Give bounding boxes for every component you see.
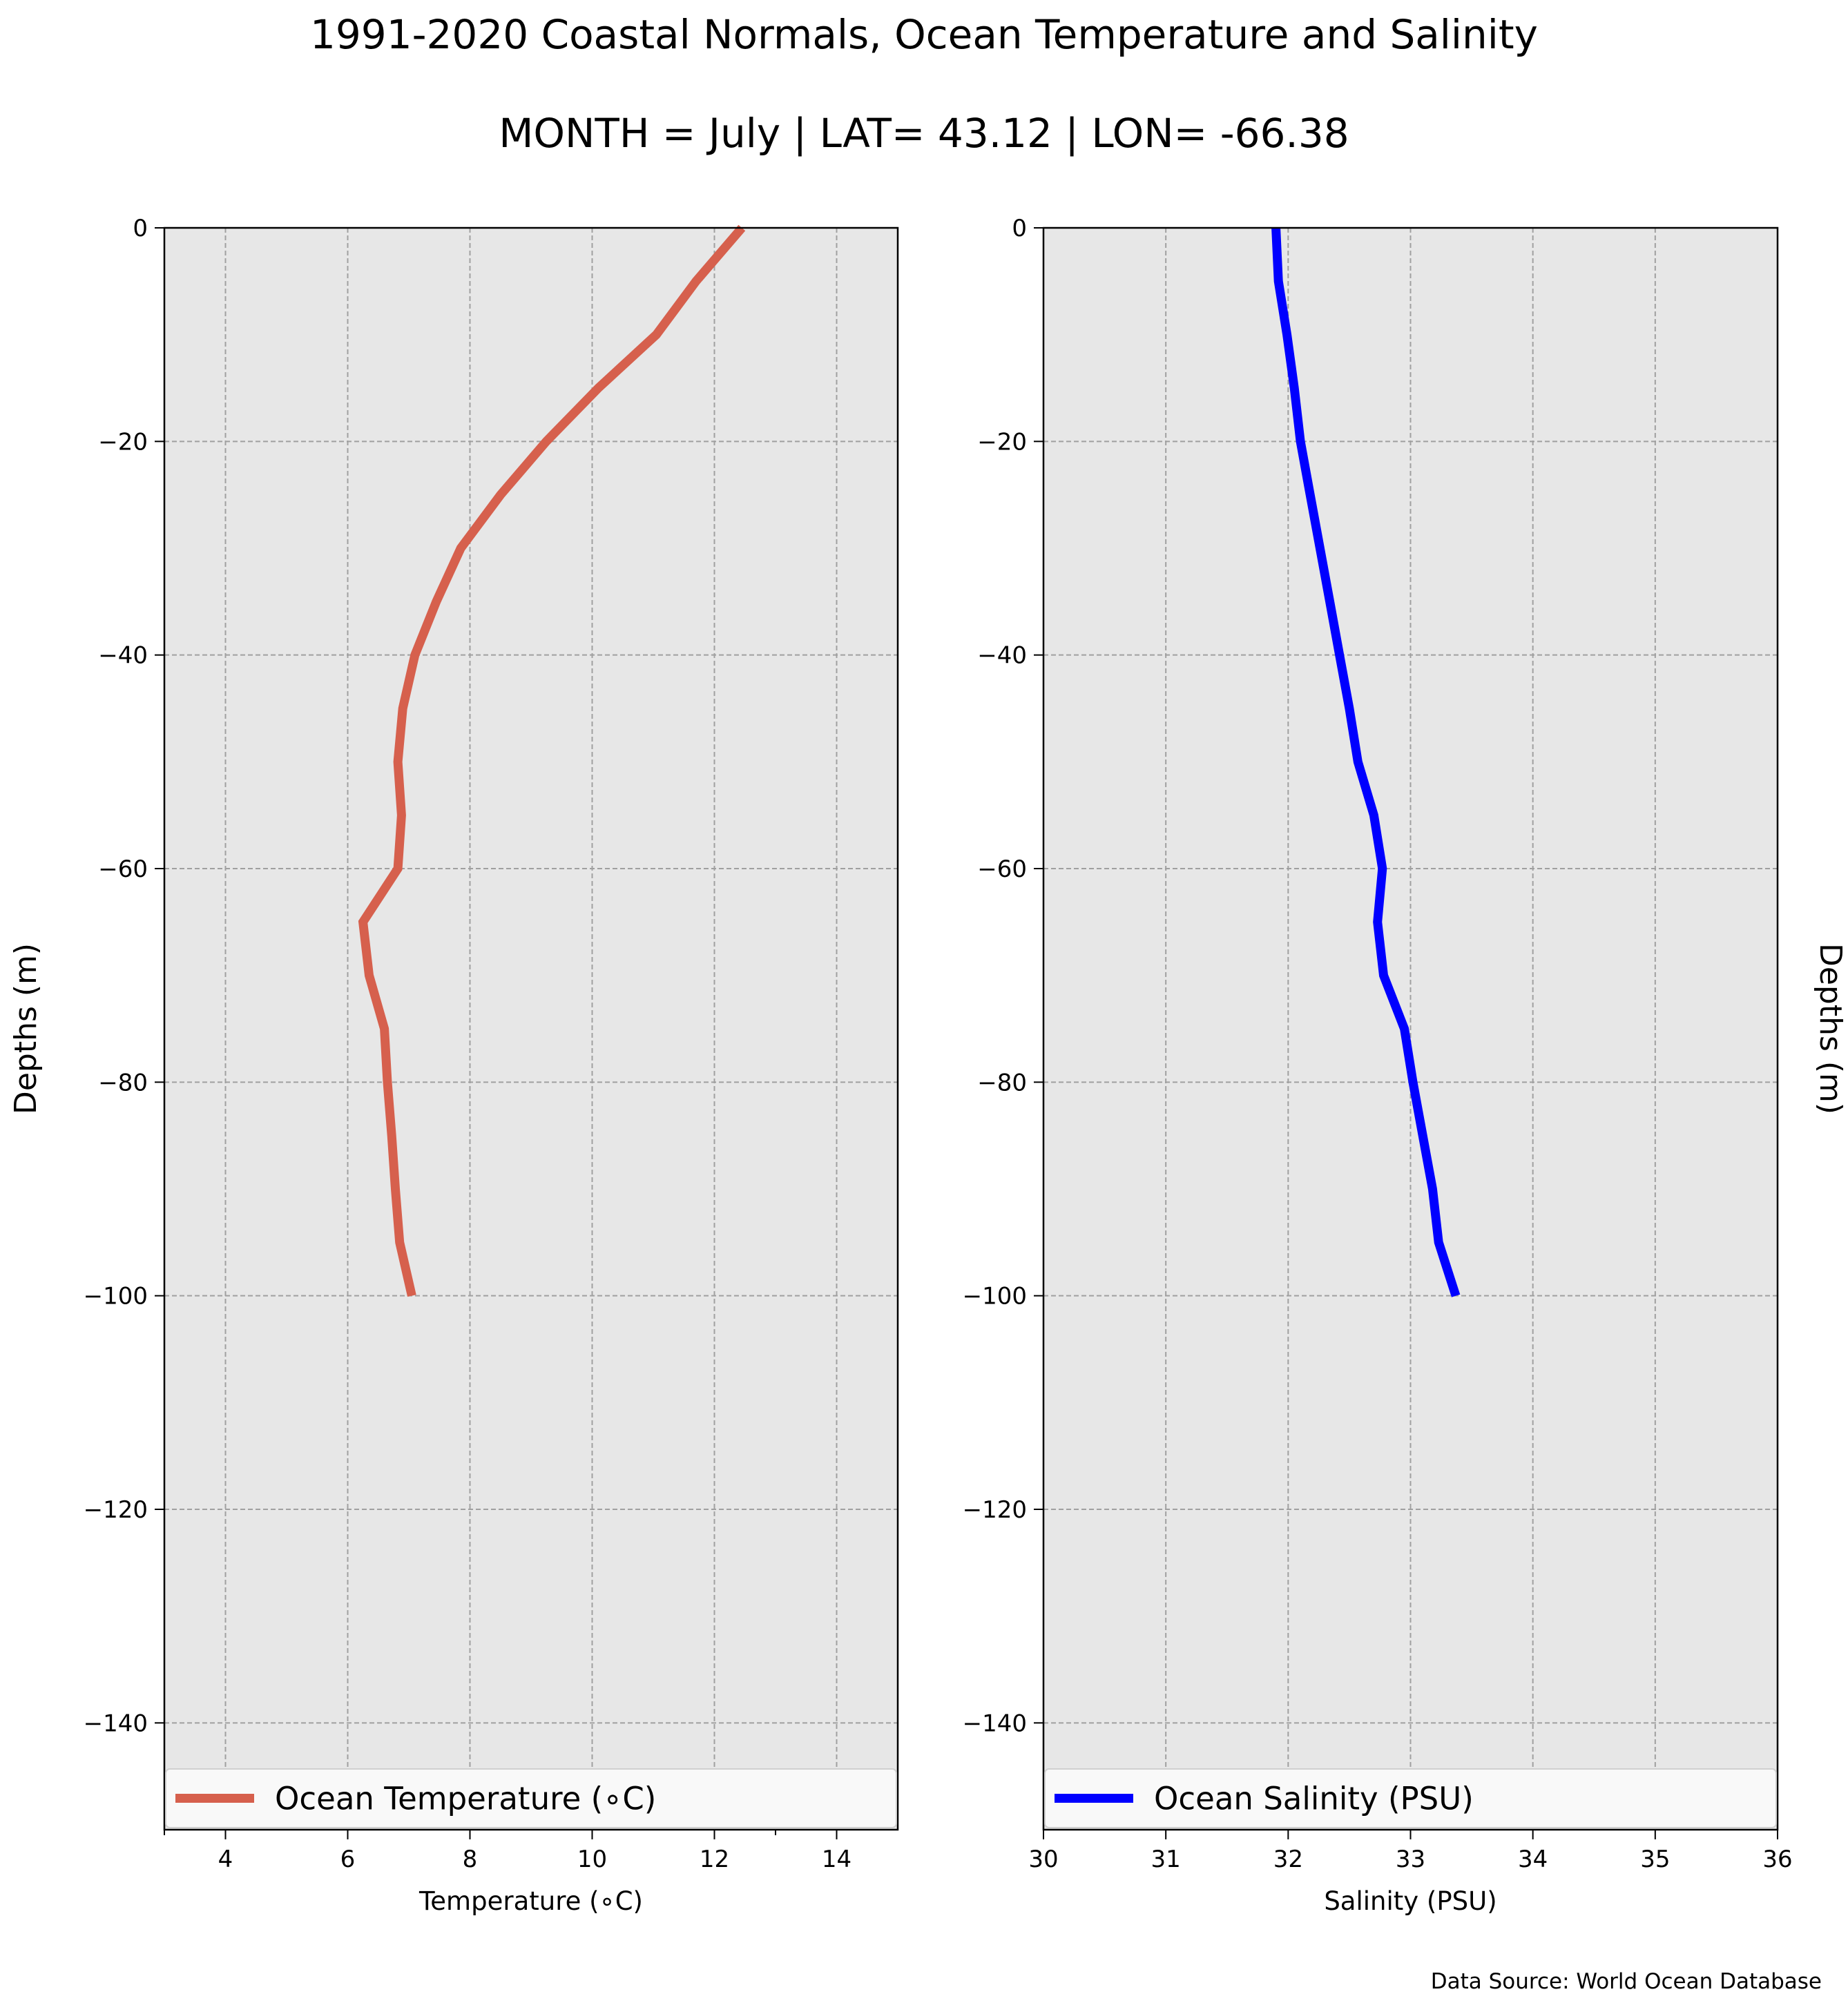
temperature-x-tick-label: 14: [822, 1846, 851, 1873]
temperature-y-axis-label: Depths (m): [8, 943, 44, 1114]
salinity-legend-label: Ocean Salinity (PSU): [1154, 1781, 1474, 1817]
temperature-x-tick-label: 10: [577, 1846, 607, 1873]
temperature-y-tick-label: −80: [98, 1069, 148, 1096]
salinity-x-tick-label: 35: [1640, 1846, 1670, 1873]
temperature-y-tick-label: −20: [98, 428, 148, 456]
temperature-x-tick-label: 6: [340, 1846, 356, 1873]
salinity-y-tick-label: −60: [977, 855, 1027, 883]
salinity-x-axis-label: Salinity (PSU): [1324, 1886, 1496, 1916]
temperature-x-axis-label: Temperature (∘C): [418, 1886, 643, 1916]
salinity-x-tick-label: 33: [1396, 1846, 1425, 1873]
temperature-legend: [165, 1768, 897, 1828]
salinity-y-tick-label: −80: [977, 1069, 1027, 1096]
salinity-x-tick-label: 30: [1028, 1846, 1058, 1873]
salinity-legend: [1044, 1768, 1777, 1828]
temperature-plot-area: [164, 228, 898, 1830]
salinity-y-tick-label: −140: [963, 1710, 1027, 1737]
salinity-x-tick-label: 36: [1762, 1846, 1792, 1873]
salinity-panel: 30 31 32 33 34 35 36 0 −20 −40 −60 −80 −100 −120 −140 O…: [963, 215, 1848, 1916]
salinity-y-tick-label: 0: [1012, 215, 1027, 242]
salinity-series-line: [1271, 227, 1461, 1297]
temperature-series-line: [358, 224, 746, 1297]
salinity-y-tick-label: −100: [963, 1283, 1027, 1310]
chart-subtitle: MONTH = July | LAT= 43.12 | LON= -66.38: [499, 110, 1349, 157]
temperature-axes-frame: [163, 226, 899, 1831]
salinity-axes-frame: [1042, 226, 1779, 1831]
salinity-y-tick-label: −20: [977, 428, 1027, 456]
temperature-y-tick-label: −60: [98, 855, 148, 883]
temperature-y-tick-label: −40: [98, 642, 148, 670]
salinity-x-tick-label: 34: [1518, 1846, 1548, 1873]
salinity-x-tick-label: 31: [1151, 1846, 1181, 1873]
salinity-y-tick-label: −120: [963, 1496, 1027, 1524]
temperature-x-tick-label: 12: [700, 1846, 729, 1873]
temperature-x-tick-label: 4: [218, 1846, 233, 1873]
temperature-y-tick-label: −140: [84, 1710, 148, 1737]
temperature-panel: 4 6 8 10 12 14 0 −20 −40 −60 −80 −100 −120 −140 Ocean …: [8, 215, 899, 1916]
temperature-x-tick-label: 8: [463, 1846, 478, 1873]
salinity-x-tick-label: 32: [1273, 1846, 1303, 1873]
chart-title: 1991-2020 Coastal Normals, Ocean Tempera…: [310, 11, 1538, 58]
temperature-legend-label: Ocean Temperature (∘C): [275, 1781, 656, 1817]
data-source-note: Data Source: World Ocean Database: [1431, 1969, 1822, 1994]
temperature-y-tick-label: −100: [84, 1283, 148, 1310]
temperature-y-tick-label: 0: [133, 215, 148, 242]
temperature-y-tick-label: −120: [84, 1496, 148, 1524]
salinity-y-tick-label: −40: [977, 642, 1027, 670]
salinity-y-axis-label: Depths (m): [1813, 943, 1848, 1114]
